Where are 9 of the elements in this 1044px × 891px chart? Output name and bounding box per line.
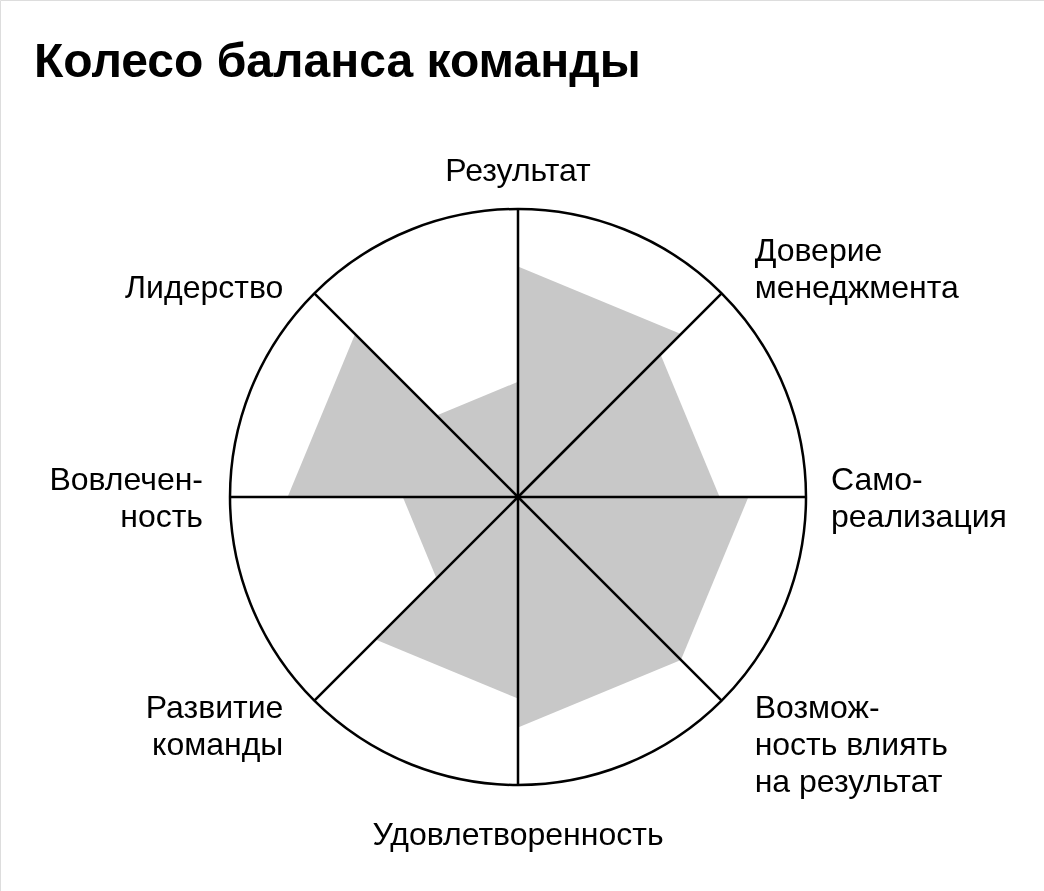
spoke-label: Само- реализация [831,460,1007,534]
spoke-label: Лидерство [125,269,284,306]
spoke-label: Результат [445,152,592,188]
spoke-label: Вовлечен- ность [49,460,203,534]
spoke-label: Доверие менеджмента [754,232,960,306]
spoke-label: Возмож- ность влиять на результат [754,688,948,799]
chart-title: Колесо баланса команды [34,34,641,87]
spoke-label: Развитие команды [145,688,284,762]
spoke-label: Удовлетворенность [372,816,664,852]
